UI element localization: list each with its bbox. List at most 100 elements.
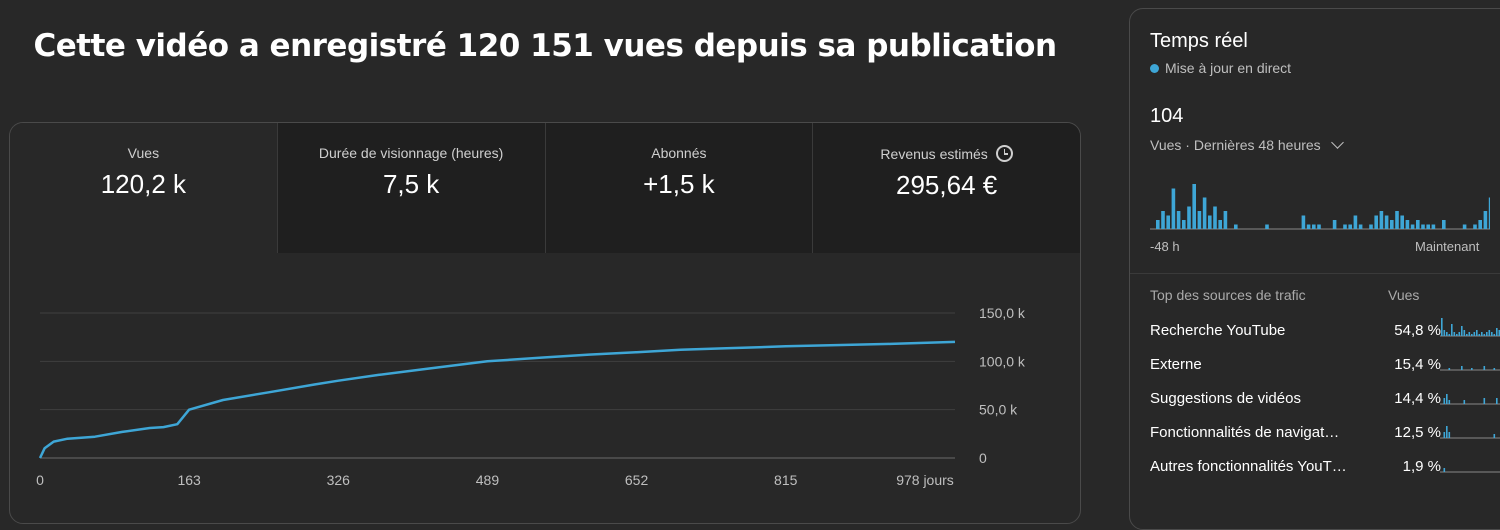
x-tick-label: 652 — [625, 472, 649, 488]
metric-tab-watch-time[interactable]: Durée de visionnage (heures) 7,5 k — [277, 123, 545, 253]
page-headline: Cette vidéo a enregistré 120 151 vues de… — [0, 28, 1090, 64]
metric-label: Abonnés — [651, 145, 706, 161]
spark-bar — [1479, 334, 1481, 336]
traffic-source-row[interactable]: Autres fonctionnalités YouT… 1,9 % — [1150, 458, 1500, 492]
spark-bar — [1461, 366, 1463, 370]
spark-bar — [1489, 330, 1491, 336]
realtime-panel: Temps réel Mise à jour en direct 104 Vue… — [1129, 8, 1500, 530]
realtime-bar — [1463, 225, 1467, 230]
realtime-bar — [1374, 216, 1378, 230]
spark-bar — [1459, 332, 1461, 336]
realtime-bar — [1198, 211, 1202, 229]
realtime-bar — [1166, 216, 1170, 230]
spark-bar — [1461, 326, 1463, 336]
source-value: 54,8 % — [1355, 322, 1441, 339]
realtime-bar — [1161, 211, 1165, 229]
realtime-title: Temps réel — [1150, 30, 1248, 53]
realtime-bar — [1400, 216, 1404, 230]
realtime-bar — [1442, 220, 1446, 229]
spark-bar — [1496, 398, 1498, 404]
views-series-line — [40, 342, 955, 458]
spark-bar — [1469, 332, 1471, 336]
realtime-bar — [1416, 220, 1420, 229]
metric-tab-subscribers[interactable]: Abonnés +1,5 k — [545, 123, 813, 253]
x-tick-label: 0 — [36, 472, 44, 488]
source-value: 12,5 % — [1355, 424, 1441, 441]
spark-bar — [1494, 368, 1496, 370]
realtime-bar — [1224, 211, 1228, 229]
source-sparkline — [1440, 348, 1500, 374]
realtime-bar-chart — [1150, 184, 1490, 234]
realtime-bar — [1182, 220, 1186, 229]
spark-bar — [1444, 432, 1446, 438]
spark-bar — [1456, 334, 1458, 336]
spark-bar — [1491, 332, 1493, 336]
period-dropdown[interactable]: Vues · Dernières 48 heures — [1150, 137, 1342, 153]
spark-bar — [1494, 434, 1496, 438]
source-sparkline — [1440, 314, 1500, 340]
spark-bar — [1449, 400, 1451, 404]
metric-tab-revenue[interactable]: Revenus estimés 295,64 € — [812, 123, 1080, 253]
realtime-bar — [1390, 220, 1394, 229]
realtime-bar — [1385, 216, 1389, 230]
realtime-bar — [1192, 184, 1196, 229]
spark-bar — [1471, 368, 1473, 370]
source-name: Externe — [1150, 356, 1355, 373]
source-value: 14,4 % — [1355, 390, 1441, 407]
metric-value: 295,64 € — [813, 170, 1080, 201]
y-tick-label: 100,0 k — [979, 353, 1026, 369]
spark-bar — [1464, 330, 1466, 336]
realtime-bar — [1177, 211, 1181, 229]
source-sparkline — [1440, 416, 1500, 442]
spark-bar — [1466, 334, 1468, 336]
metric-value: 7,5 k — [278, 169, 545, 200]
y-tick-label: 150,0 k — [979, 305, 1026, 321]
spark-bar — [1484, 398, 1486, 404]
realtime-bar — [1406, 220, 1410, 229]
x-tick-label: 489 — [476, 472, 500, 488]
realtime-count: 104 — [1150, 105, 1183, 128]
spark-bar — [1446, 394, 1448, 404]
realtime-bar — [1187, 207, 1191, 230]
realtime-bar — [1421, 225, 1425, 230]
metric-value: +1,5 k — [546, 169, 813, 200]
y-tick-label: 50,0 k — [979, 402, 1018, 418]
x-tick-label: 978 jours — [896, 472, 954, 488]
spark-bar — [1449, 368, 1451, 370]
realtime-bar — [1354, 216, 1358, 230]
realtime-bar — [1213, 207, 1217, 230]
chevron-down-icon — [1331, 136, 1344, 149]
spark-bar — [1476, 330, 1478, 336]
realtime-bar — [1411, 225, 1415, 230]
realtime-bar — [1359, 225, 1363, 230]
spark-bar — [1446, 332, 1448, 336]
spark-bar — [1474, 332, 1476, 336]
realtime-bar — [1307, 225, 1311, 230]
spark-bar — [1496, 328, 1498, 336]
realtime-bar — [1489, 198, 1490, 230]
axis-end-label: Maintenant — [1415, 239, 1479, 254]
source-value: 15,4 % — [1355, 356, 1441, 373]
realtime-bar — [1156, 220, 1160, 229]
metric-label: Durée de visionnage (heures) — [319, 145, 503, 161]
metric-tab-views[interactable]: Vues 120,2 k — [10, 123, 277, 253]
metric-label: Revenus estimés — [880, 146, 987, 162]
realtime-bar — [1343, 225, 1347, 230]
metric-label: Vues — [128, 145, 159, 161]
x-tick-label: 163 — [177, 472, 201, 488]
realtime-bar — [1218, 220, 1222, 229]
realtime-bar — [1432, 225, 1436, 230]
sources-header: Top des sources de trafic — [1150, 287, 1306, 303]
spark-bar — [1444, 398, 1446, 404]
spark-bar — [1471, 334, 1473, 336]
clock-icon — [996, 145, 1013, 162]
realtime-bar — [1380, 211, 1384, 229]
realtime-bar — [1265, 225, 1269, 230]
axis-start-label: -48 h — [1150, 239, 1180, 254]
realtime-bar — [1426, 225, 1430, 230]
spark-bar — [1444, 330, 1446, 336]
spark-bar — [1494, 334, 1496, 336]
spark-bar — [1481, 332, 1483, 336]
spark-bar — [1451, 324, 1453, 336]
